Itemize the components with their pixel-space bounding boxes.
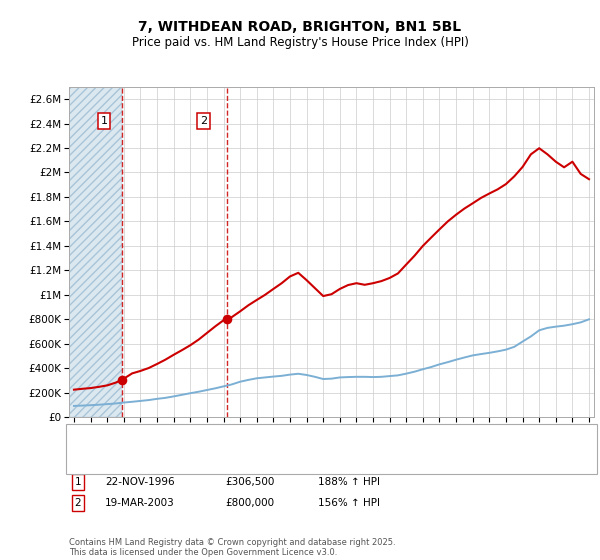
Text: 1: 1 — [100, 116, 107, 126]
Text: £800,000: £800,000 — [225, 498, 274, 508]
Text: 7, WITHDEAN ROAD, BRIGHTON, BN1 5BL (detached house): 7, WITHDEAN ROAD, BRIGHTON, BN1 5BL (det… — [114, 434, 425, 444]
Text: 188% ↑ HPI: 188% ↑ HPI — [318, 477, 380, 487]
Text: 7, WITHDEAN ROAD, BRIGHTON, BN1 5BL: 7, WITHDEAN ROAD, BRIGHTON, BN1 5BL — [139, 20, 461, 34]
Text: 156% ↑ HPI: 156% ↑ HPI — [318, 498, 380, 508]
Text: 1: 1 — [74, 477, 82, 487]
Text: 2: 2 — [74, 498, 82, 508]
Text: 22-NOV-1996: 22-NOV-1996 — [105, 477, 175, 487]
Point — [118, 375, 127, 384]
Point — [222, 315, 232, 324]
Text: £306,500: £306,500 — [225, 477, 274, 487]
Text: Contains HM Land Registry data © Crown copyright and database right 2025.
This d: Contains HM Land Registry data © Crown c… — [69, 538, 395, 557]
Text: HPI: Average price, detached house, Brighton and Hove: HPI: Average price, detached house, Brig… — [114, 452, 404, 463]
Text: 2: 2 — [200, 116, 207, 126]
Text: Price paid vs. HM Land Registry's House Price Index (HPI): Price paid vs. HM Land Registry's House … — [131, 36, 469, 49]
Bar — [69, 87, 122, 417]
Text: 19-MAR-2003: 19-MAR-2003 — [105, 498, 175, 508]
